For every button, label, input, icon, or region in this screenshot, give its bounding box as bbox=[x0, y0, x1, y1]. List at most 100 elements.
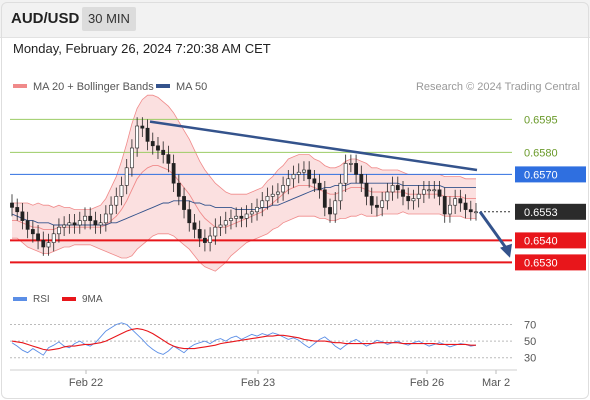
candle-body bbox=[406, 196, 411, 202]
candle-body bbox=[270, 193, 275, 197]
candle-body bbox=[463, 202, 468, 210]
candle-body bbox=[15, 207, 20, 213]
candle-body bbox=[114, 196, 119, 206]
candle-body bbox=[93, 220, 98, 226]
candle-body bbox=[213, 226, 218, 237]
candle-body bbox=[156, 145, 160, 151]
bollinger-legend-swatch bbox=[13, 84, 27, 88]
credit-text: Research © 2024 Trading Central bbox=[416, 81, 580, 93]
candle-body bbox=[312, 178, 317, 184]
candle-body bbox=[103, 213, 108, 224]
candle-body bbox=[145, 127, 150, 142]
candle-body bbox=[453, 198, 458, 206]
candle-body bbox=[171, 163, 176, 184]
candle-body bbox=[135, 125, 140, 149]
projection-arrow-head bbox=[500, 243, 512, 258]
rsi-plot: 70 50 30 bbox=[10, 319, 536, 365]
time-tick-label: Feb 22 bbox=[69, 377, 103, 389]
candle-body bbox=[229, 218, 233, 221]
candle-body bbox=[427, 189, 431, 192]
candle-body bbox=[296, 171, 301, 175]
candle-body bbox=[166, 154, 171, 164]
candle-body bbox=[359, 174, 364, 184]
candle-body bbox=[302, 169, 306, 173]
candle-body bbox=[375, 204, 379, 208]
rsi-legend-label: RSI bbox=[33, 294, 50, 305]
candle-body bbox=[130, 147, 134, 169]
descending-trendline bbox=[149, 120, 478, 172]
candle-body bbox=[265, 196, 270, 202]
candle-body bbox=[98, 222, 103, 226]
candle-body bbox=[338, 182, 343, 202]
candle-body bbox=[150, 141, 155, 147]
candle-body bbox=[239, 215, 244, 219]
candle-body bbox=[401, 189, 405, 197]
candle-body bbox=[317, 182, 322, 191]
time-tick-label: Feb 26 bbox=[410, 377, 444, 389]
candle-body bbox=[255, 207, 259, 213]
candle-body bbox=[249, 211, 254, 215]
rsi-legend-swatch bbox=[13, 297, 27, 301]
candle-body bbox=[202, 237, 207, 243]
level-label-0.6595: 0.6595 bbox=[524, 114, 558, 126]
candle-body bbox=[442, 196, 447, 215]
candle-body bbox=[458, 198, 463, 204]
candle-body bbox=[30, 229, 35, 235]
candle-body bbox=[57, 226, 61, 235]
candle-body bbox=[67, 222, 72, 226]
rsi-line bbox=[11, 322, 477, 356]
candle-body bbox=[291, 174, 296, 180]
candle-body bbox=[192, 222, 197, 230]
candle-body bbox=[322, 189, 327, 208]
candle-body bbox=[437, 189, 442, 197]
level-label-0.6530: 0.6530 bbox=[524, 257, 558, 269]
candle-body bbox=[51, 233, 56, 243]
rsi-tick-50: 50 bbox=[524, 336, 536, 348]
bollinger-legend-label: MA 20 + Bollinger Bands bbox=[33, 81, 154, 93]
candle-body bbox=[77, 220, 82, 226]
candle-body bbox=[109, 204, 113, 215]
candle-body bbox=[25, 220, 30, 230]
candle-body bbox=[390, 185, 395, 193]
candle-body bbox=[20, 211, 25, 221]
candle-body bbox=[328, 207, 332, 215]
candle-body bbox=[62, 224, 67, 228]
level-tag-0.6570 bbox=[515, 166, 586, 183]
rsi-tick-30: 30 bbox=[524, 353, 536, 365]
candle-body bbox=[286, 178, 291, 186]
level-label-0.6540: 0.6540 bbox=[524, 235, 558, 247]
candle-body bbox=[432, 189, 437, 192]
candle-body bbox=[187, 209, 192, 224]
candle-body bbox=[119, 185, 124, 197]
level-tag-0.6540 bbox=[515, 232, 586, 249]
candle-body bbox=[380, 200, 385, 208]
last-price-tag bbox=[515, 203, 586, 220]
candle-body bbox=[244, 213, 249, 219]
timeframe-button[interactable]: 30 MIN bbox=[82, 7, 136, 31]
price-plot: 0.6595 0.6580 0.6570 0.6540 0.6530 0.6553 bbox=[10, 94, 586, 272]
candle-body bbox=[197, 229, 202, 239]
ma50-legend-swatch bbox=[156, 84, 170, 88]
candle-body bbox=[343, 163, 348, 184]
time-axis: Feb 22 Feb 23 Feb 26 Mar 2 bbox=[69, 370, 510, 389]
rsi-tick-70: 70 bbox=[524, 319, 536, 331]
candle-body bbox=[140, 125, 145, 129]
level-tag-0.6530 bbox=[515, 254, 586, 271]
rsi-ma-line bbox=[11, 328, 476, 351]
chart-header: AUD/USD 30 MIN bbox=[0, 0, 590, 38]
candle-body bbox=[176, 182, 181, 197]
time-tick-label: Feb 23 bbox=[241, 377, 275, 389]
candle-body bbox=[385, 191, 390, 202]
ma20-line bbox=[12, 165, 476, 230]
candle-body bbox=[474, 211, 478, 214]
candle-body bbox=[281, 185, 286, 193]
candle-body bbox=[46, 242, 51, 248]
last-price-label: 0.6553 bbox=[524, 207, 558, 219]
candle-body bbox=[364, 182, 369, 197]
candle-body bbox=[411, 198, 416, 202]
candle-body bbox=[333, 200, 338, 215]
candle-body bbox=[234, 215, 239, 219]
level-label-0.6580: 0.6580 bbox=[524, 147, 558, 159]
candle-body bbox=[10, 202, 14, 208]
candle-body bbox=[354, 163, 358, 175]
